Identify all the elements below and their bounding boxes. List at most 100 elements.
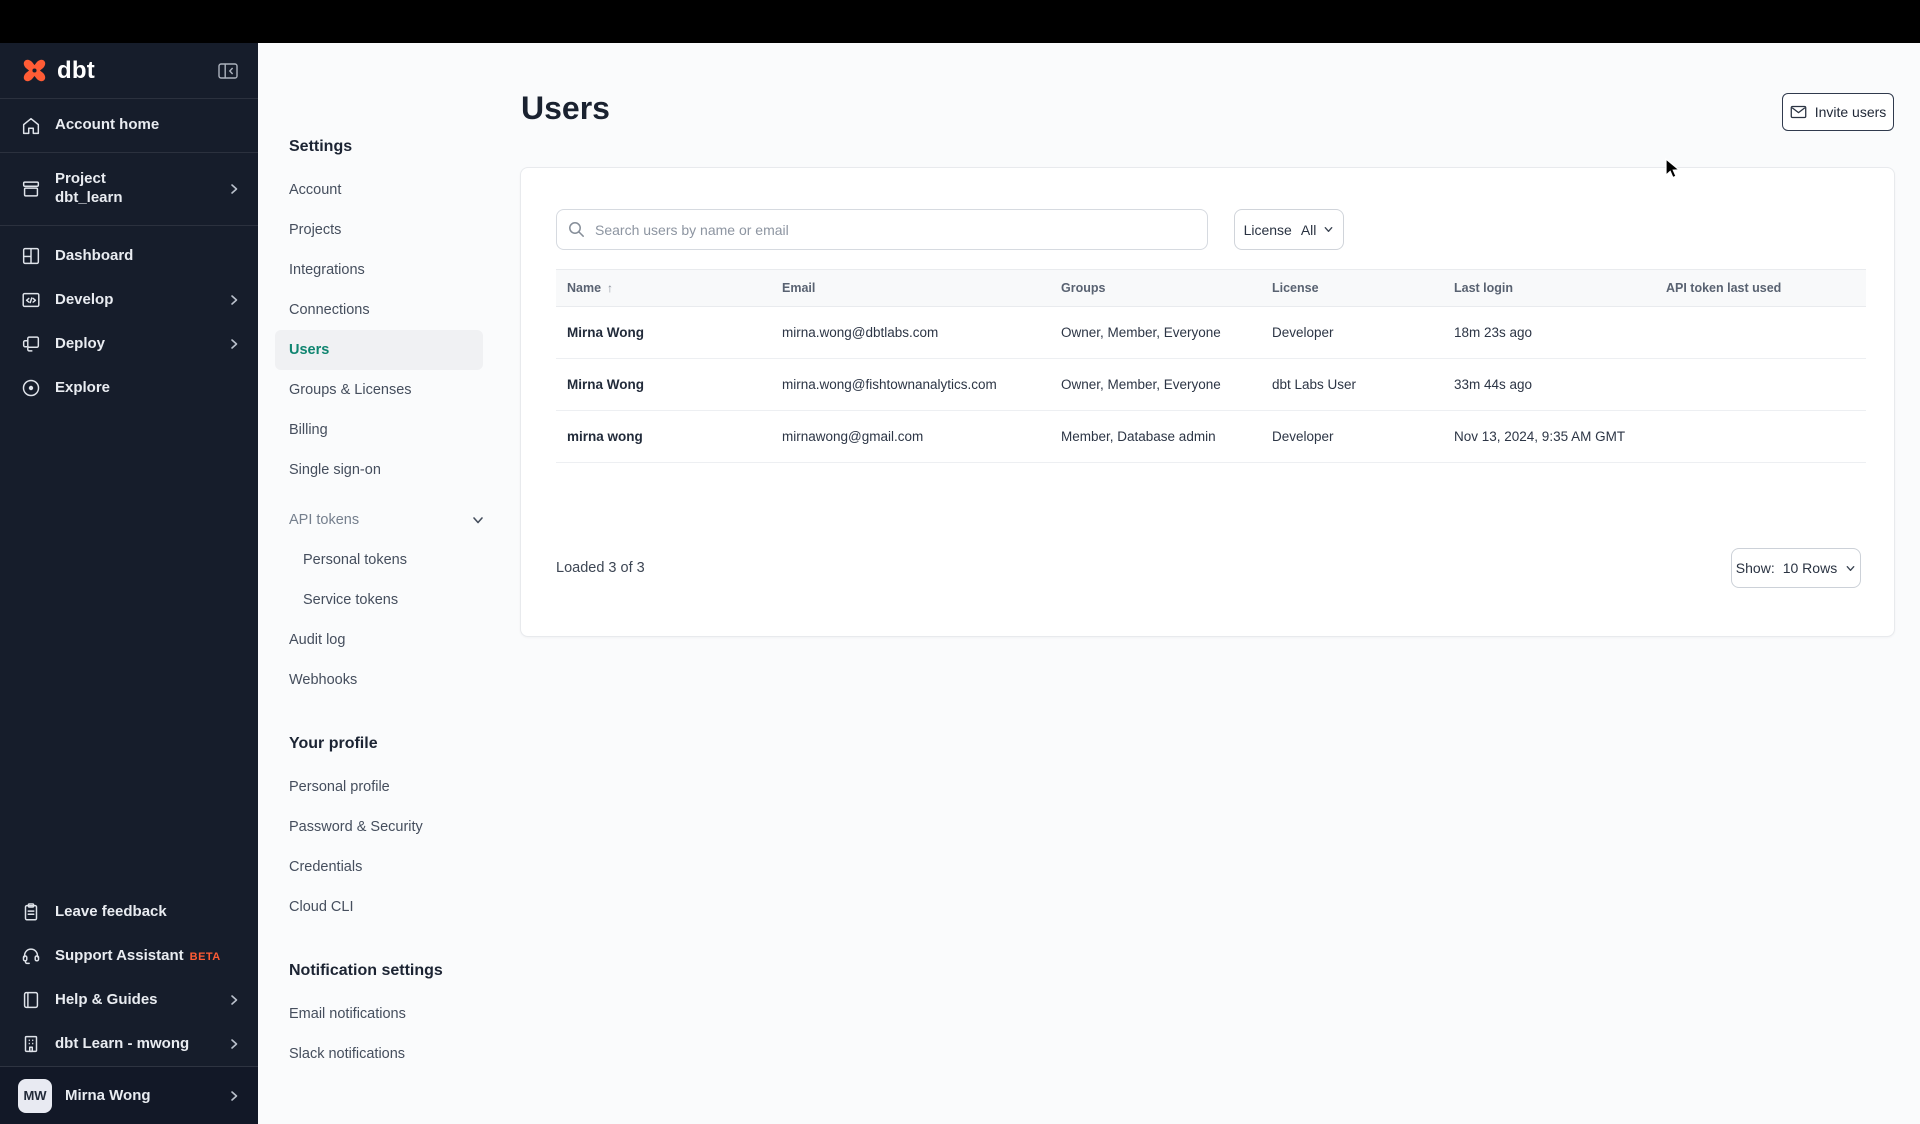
cell-email: mirna.wong@dbtlabs.com xyxy=(782,306,1061,359)
settings-nav-item-projects[interactable]: Projects xyxy=(289,222,342,238)
page-title: Users xyxy=(521,90,610,126)
chevron-right-icon xyxy=(227,1037,241,1051)
column-header-api-token[interactable]: API token last used xyxy=(1666,269,1866,307)
cell-last-login: 33m 44s ago xyxy=(1454,358,1666,411)
settings-nav-item-audit-log[interactable]: Audit log xyxy=(289,632,346,648)
cell-name: Mirna Wong xyxy=(556,306,782,359)
chevron-down-icon xyxy=(1845,563,1856,574)
sort-ascending-icon: ↑ xyxy=(607,281,614,295)
users-card: License All Name↑ Email Groups License L… xyxy=(520,167,1895,637)
notification-settings-title: Notification settings xyxy=(289,962,443,979)
dbt-logo-icon xyxy=(20,56,49,85)
settings-nav-item-credentials[interactable]: Credentials xyxy=(289,859,363,875)
settings-nav-item-billing[interactable]: Billing xyxy=(289,422,328,438)
sidebar-item-leave-feedback[interactable]: Leave feedback xyxy=(0,890,258,934)
sidebar-item-label: Deploy xyxy=(55,334,106,352)
show-rows-dropdown[interactable]: Show: 10 Rows xyxy=(1731,548,1861,588)
cell-api-token xyxy=(1666,358,1866,411)
settings-nav-item-personal-profile[interactable]: Personal profile xyxy=(289,779,390,795)
settings-nav-item-cloud-cli[interactable]: Cloud CLI xyxy=(289,899,354,915)
app-sidebar: dbt Account home Project dbt_learn xyxy=(0,43,258,1124)
book-icon xyxy=(20,989,42,1011)
chevron-down-icon xyxy=(471,513,485,527)
chevron-right-icon xyxy=(227,182,241,196)
column-header-name[interactable]: Name ↑ xyxy=(556,269,782,307)
sidebar-item-label: dbt Learn - mwong xyxy=(55,1034,190,1052)
settings-nav-item-users[interactable]: Users xyxy=(275,330,483,370)
settings-nav-item-personal-tokens[interactable]: Personal tokens xyxy=(303,552,407,568)
sidebar-item-support-assistant[interactable]: Support Assistant BETA xyxy=(0,934,258,978)
sidebar-item-label: Account home xyxy=(55,116,160,134)
table-header-row: Name ↑ Email Groups License Last login AP… xyxy=(556,269,1866,307)
sidebar-spacer xyxy=(0,410,258,890)
search-icon xyxy=(568,221,585,238)
cell-license: Developer xyxy=(1272,410,1454,463)
sidebar-item-dbt-learn[interactable]: dbt Learn - mwong xyxy=(0,1022,258,1066)
sidebar-item-deploy[interactable]: Deploy xyxy=(0,322,258,366)
settings-nav-item-slack-notifications[interactable]: Slack notifications xyxy=(289,1046,406,1062)
home-icon xyxy=(20,115,42,137)
cell-last-login: 18m 23s ago xyxy=(1454,306,1666,359)
cell-name: mirna wong xyxy=(556,410,782,463)
table-row[interactable]: mirna wong mirnawong@gmail.com Member, D… xyxy=(556,410,1866,463)
chevron-right-icon xyxy=(227,1089,241,1103)
headset-icon xyxy=(20,945,42,967)
sidebar-item-develop[interactable]: Develop xyxy=(0,278,258,322)
sidebar-item-label: Dashboard xyxy=(55,246,134,264)
cell-groups: Owner, Member, Everyone xyxy=(1061,358,1272,411)
settings-nav-item-single-sign-on[interactable]: Single sign-on xyxy=(289,462,381,478)
chevron-right-icon xyxy=(227,337,241,351)
sidebar-item-project[interactable]: Project dbt_learn xyxy=(0,153,258,226)
settings-nav-item-integrations[interactable]: Integrations xyxy=(289,262,365,278)
deploy-layers-icon xyxy=(20,333,42,355)
your-profile-title: Your profile xyxy=(289,735,378,752)
chevron-right-icon xyxy=(227,293,241,307)
dbt-logo[interactable]: dbt xyxy=(20,56,95,85)
table-row[interactable]: Mirna Wong mirna.wong@dbtlabs.com Owner,… xyxy=(556,306,1866,359)
search-input[interactable] xyxy=(556,209,1208,250)
sidebar-item-account-home[interactable]: Account home xyxy=(0,99,258,153)
settings-nav-item-connections[interactable]: Connections xyxy=(289,302,370,318)
sidebar-bottom-group: Leave feedback Support Assistant BETA H xyxy=(0,890,258,1066)
dbt-logo-text: dbt xyxy=(57,56,95,84)
cell-license: Developer xyxy=(1272,306,1454,359)
sidebar-item-label: Support Assistant BETA xyxy=(55,946,221,964)
settings-nav-item-service-tokens[interactable]: Service tokens xyxy=(303,592,399,608)
show-rows-label: Show: xyxy=(1735,560,1775,576)
table-row[interactable]: Mirna Wong mirna.wong@fishtownanalytics.… xyxy=(556,358,1866,411)
column-header-last-login[interactable]: Last login xyxy=(1454,269,1666,307)
cell-last-login: Nov 13, 2024, 9:35 AM GMT xyxy=(1454,410,1666,463)
column-header-groups[interactable]: Groups xyxy=(1061,269,1272,307)
project-box-icon xyxy=(20,178,42,200)
invite-users-button[interactable]: Invite users xyxy=(1782,93,1894,131)
cell-groups: Owner, Member, Everyone xyxy=(1061,306,1272,359)
sidebar-mid-group: Dashboard Develop xyxy=(0,226,258,410)
settings-nav-group-api-tokens[interactable]: API tokens xyxy=(289,500,485,540)
cell-api-token xyxy=(1666,410,1866,463)
settings-nav-item-email-notifications[interactable]: Email notifications xyxy=(289,1006,406,1022)
license-filter-value: All xyxy=(1300,221,1317,238)
clipboard-icon xyxy=(20,901,42,923)
column-header-email[interactable]: Email xyxy=(782,269,1061,307)
settings-nav-item-password-security[interactable]: Password & Security xyxy=(289,819,423,835)
column-header-license[interactable]: License xyxy=(1272,269,1454,307)
logo-row: dbt xyxy=(0,43,258,99)
settings-nav-title: Settings xyxy=(289,138,353,155)
sidebar-user-menu[interactable]: MW Mirna Wong xyxy=(0,1066,258,1124)
settings-nav: Settings Account Projects Integrations C… xyxy=(275,137,501,1074)
develop-code-icon xyxy=(20,289,42,311)
settings-nav-item-account[interactable]: Account xyxy=(289,182,342,198)
license-filter-dropdown[interactable]: License All xyxy=(1234,209,1344,250)
license-filter-label: License xyxy=(1243,221,1292,238)
settings-nav-item-groups-licenses[interactable]: Groups & Licenses xyxy=(289,382,412,398)
sidebar-item-help-guides[interactable]: Help & Guides xyxy=(0,978,258,1022)
sidebar-item-explore[interactable]: Explore xyxy=(0,366,258,410)
sidebar-item-label: Explore xyxy=(55,378,111,396)
show-rows-value: 10 Rows xyxy=(1782,560,1838,576)
chevron-down-icon xyxy=(1323,224,1334,235)
cell-groups: Member, Database admin xyxy=(1061,410,1272,463)
sidebar-collapse-icon[interactable] xyxy=(218,62,238,79)
settings-nav-item-webhooks[interactable]: Webhooks xyxy=(289,672,358,688)
sidebar-item-dashboard[interactable]: Dashboard xyxy=(0,234,258,278)
beta-badge: BETA xyxy=(189,950,221,963)
